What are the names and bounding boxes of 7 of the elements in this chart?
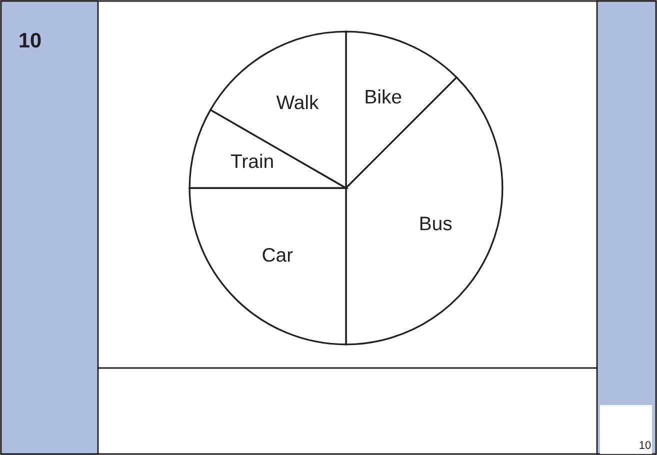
slice-label: Car [262, 248, 293, 262]
slice-label: Walk [276, 94, 319, 110]
slice-label: Bus [420, 216, 452, 230]
slice-label: Bike [366, 89, 402, 104]
slice-label: Train [230, 154, 273, 168]
text: 10 [640, 441, 651, 449]
text: 10 [20, 32, 41, 48]
